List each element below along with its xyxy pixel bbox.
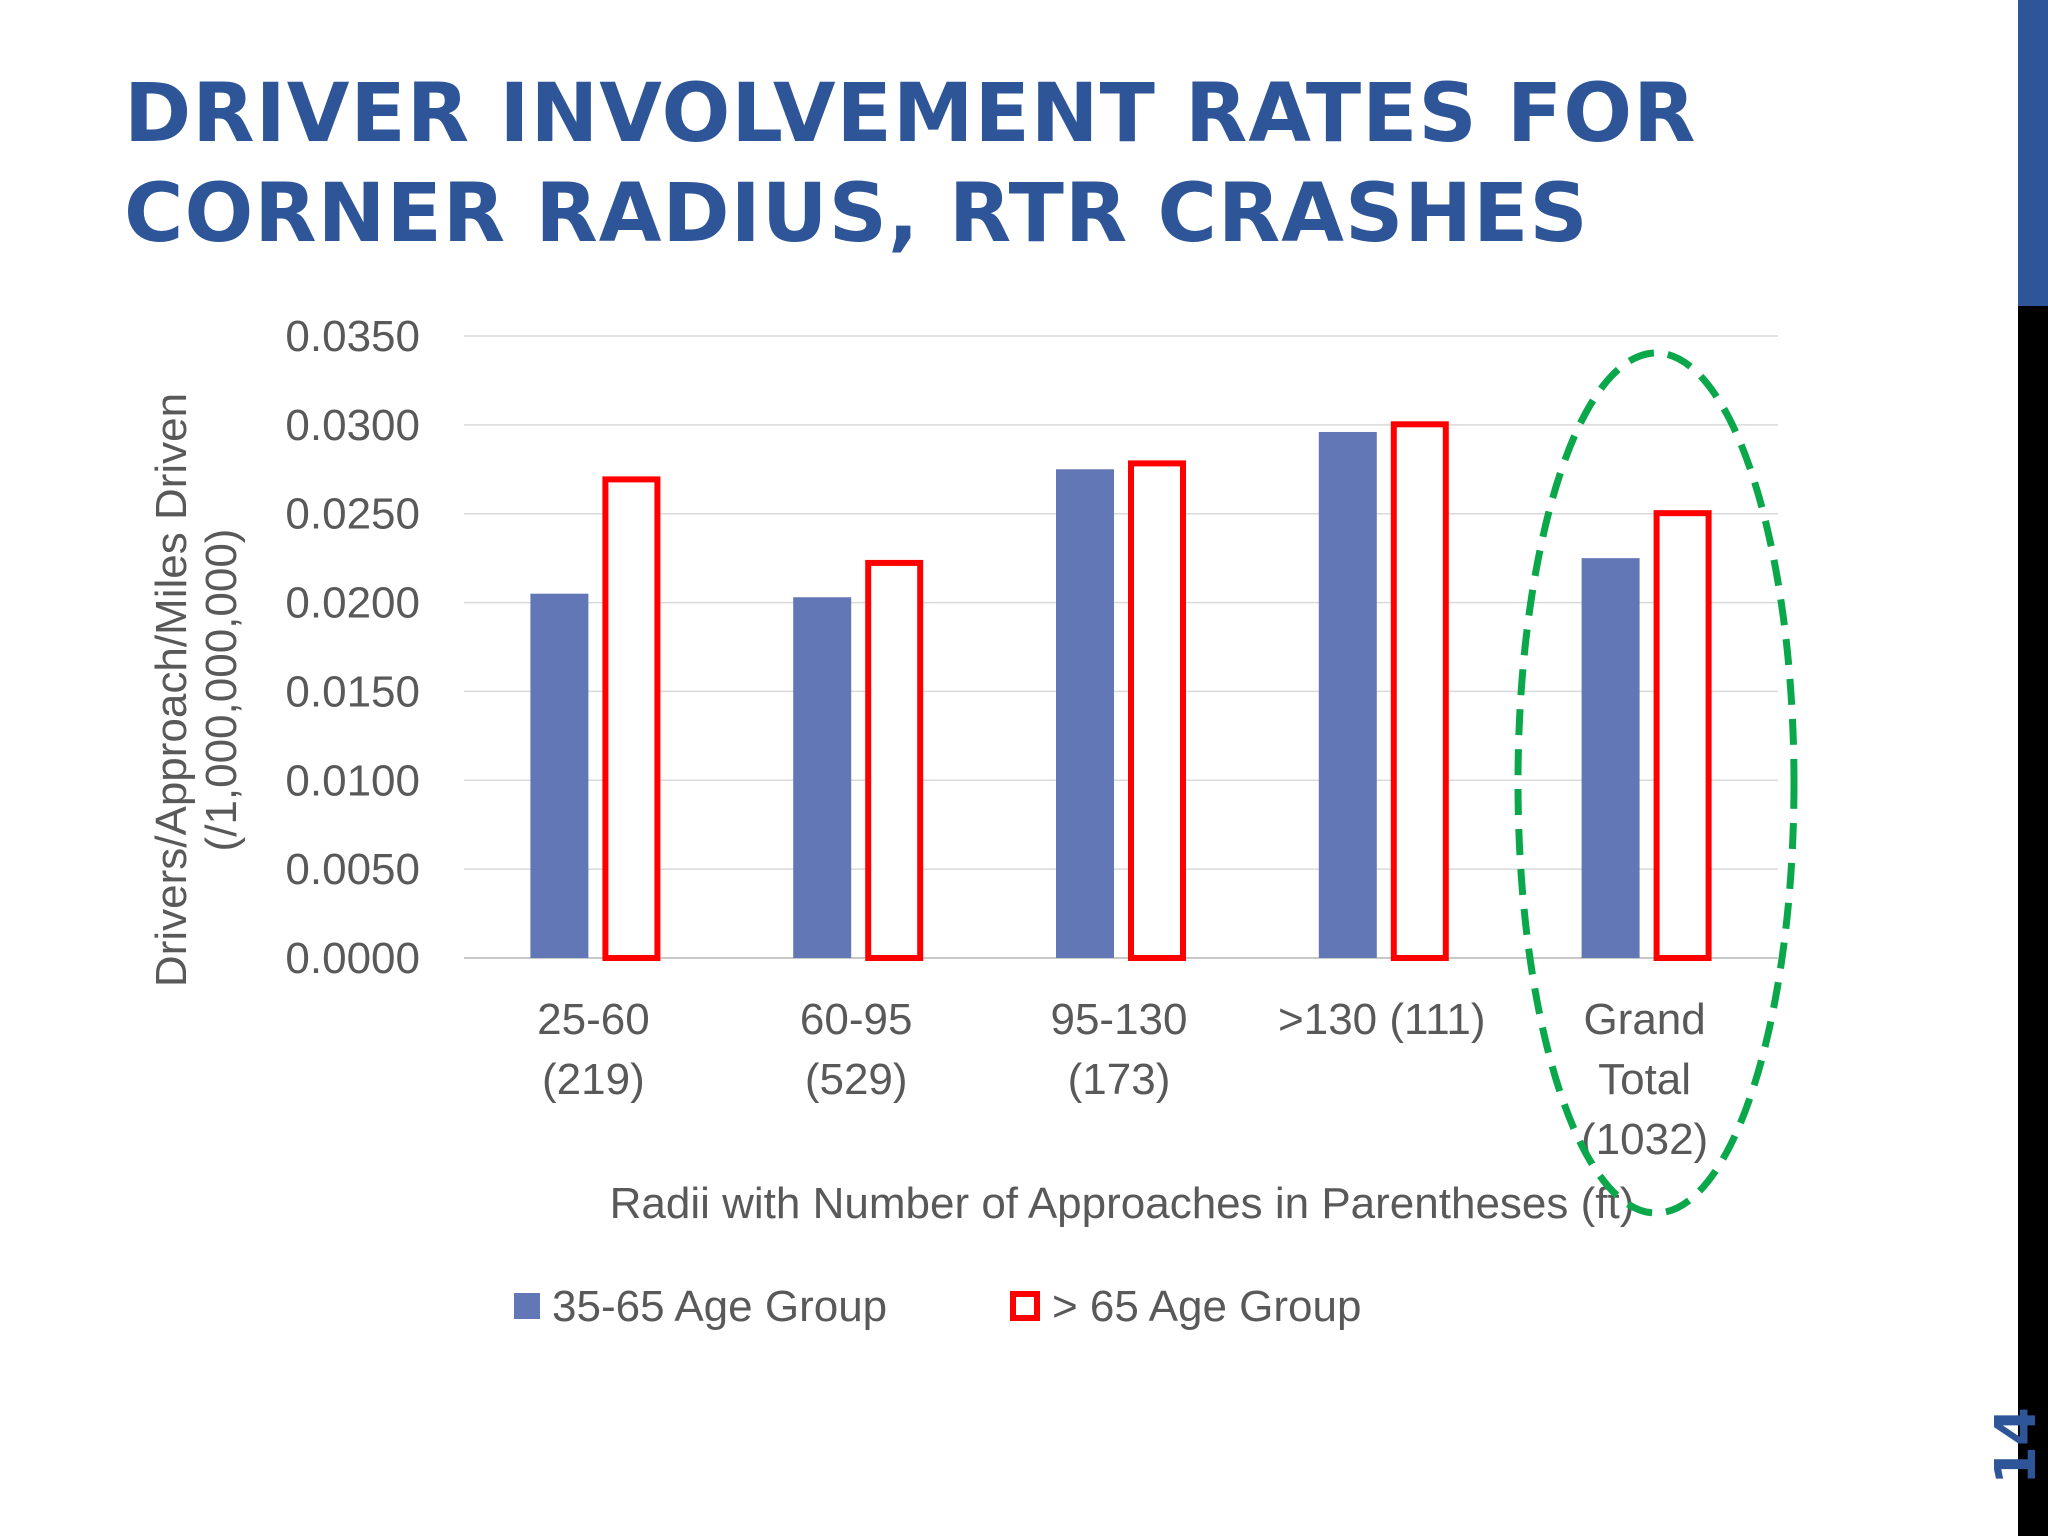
legend-label-over-65: > 65 Age Group bbox=[1052, 1282, 1361, 1331]
x-axis-title: Radii with Number of Approaches in Paren… bbox=[610, 1179, 1635, 1228]
slide-title-line-1: DRIVER INVOLVEMENT RATES FOR bbox=[124, 67, 1697, 161]
slide-title: DRIVER INVOLVEMENT RATES FOR CORNER RADI… bbox=[124, 64, 1824, 264]
y-tick-label: 0.0150 bbox=[285, 667, 420, 716]
category-label: 95-130 (173) bbox=[1050, 995, 1187, 1104]
bars bbox=[530, 421, 1712, 961]
y-tick-label: 0.0350 bbox=[285, 312, 420, 361]
bar-35-65 bbox=[1318, 431, 1377, 959]
y-tick-label: 0.0300 bbox=[285, 401, 420, 450]
bar-over-65 bbox=[865, 559, 924, 961]
category-label: >130 (111) bbox=[1278, 995, 1486, 1044]
y-tick-label: 0.0250 bbox=[285, 490, 420, 539]
y-axis-title: Drivers/Approach/Miles Driven(/1,000,000… bbox=[147, 393, 246, 987]
gridlines bbox=[464, 335, 1778, 959]
right-accent-bar-black bbox=[2018, 306, 2048, 1536]
category-labels: 25-60 (219) 60-95 (529) 95-130 (173) >130 (111… bbox=[537, 995, 1708, 1164]
bar-35-65 bbox=[1056, 469, 1114, 958]
y-tick-labels: 0.0000 0.0050 0.0100 0.0150 0.0200 0.0250 0.03… bbox=[285, 312, 420, 983]
legend-swatch-35-65 bbox=[514, 1293, 540, 1319]
y-tick-label: 0.0200 bbox=[285, 579, 420, 628]
category-label: Grand Total (1032) bbox=[1581, 995, 1708, 1164]
category-label: 60-95 (529) bbox=[800, 995, 913, 1104]
bar-over-65 bbox=[1128, 460, 1186, 961]
bar-35-65 bbox=[793, 597, 852, 958]
legend: 35-65 Age Group > 65 Age Group bbox=[514, 1282, 1361, 1331]
bar-35-65 bbox=[530, 593, 589, 958]
slide-title-line-2: CORNER RADIUS, RTR CRASHES bbox=[124, 167, 1589, 261]
y-tick-label: 0.0000 bbox=[285, 934, 420, 983]
category-label: 25-60 (219) bbox=[537, 995, 650, 1104]
right-accent-bar-blue bbox=[2018, 0, 2048, 306]
bar-over-65 bbox=[1653, 510, 1712, 961]
bar-over-65 bbox=[1390, 421, 1449, 961]
legend-swatch-over-65 bbox=[1010, 1291, 1040, 1321]
highlight-ellipse bbox=[1514, 349, 1798, 1217]
legend-label-35-65: 35-65 Age Group bbox=[552, 1282, 887, 1331]
y-tick-label: 0.0100 bbox=[285, 756, 420, 805]
y-tick-label: 0.0050 bbox=[285, 845, 420, 894]
bar-over-65 bbox=[602, 476, 661, 961]
bar-35-65 bbox=[1581, 558, 1640, 958]
